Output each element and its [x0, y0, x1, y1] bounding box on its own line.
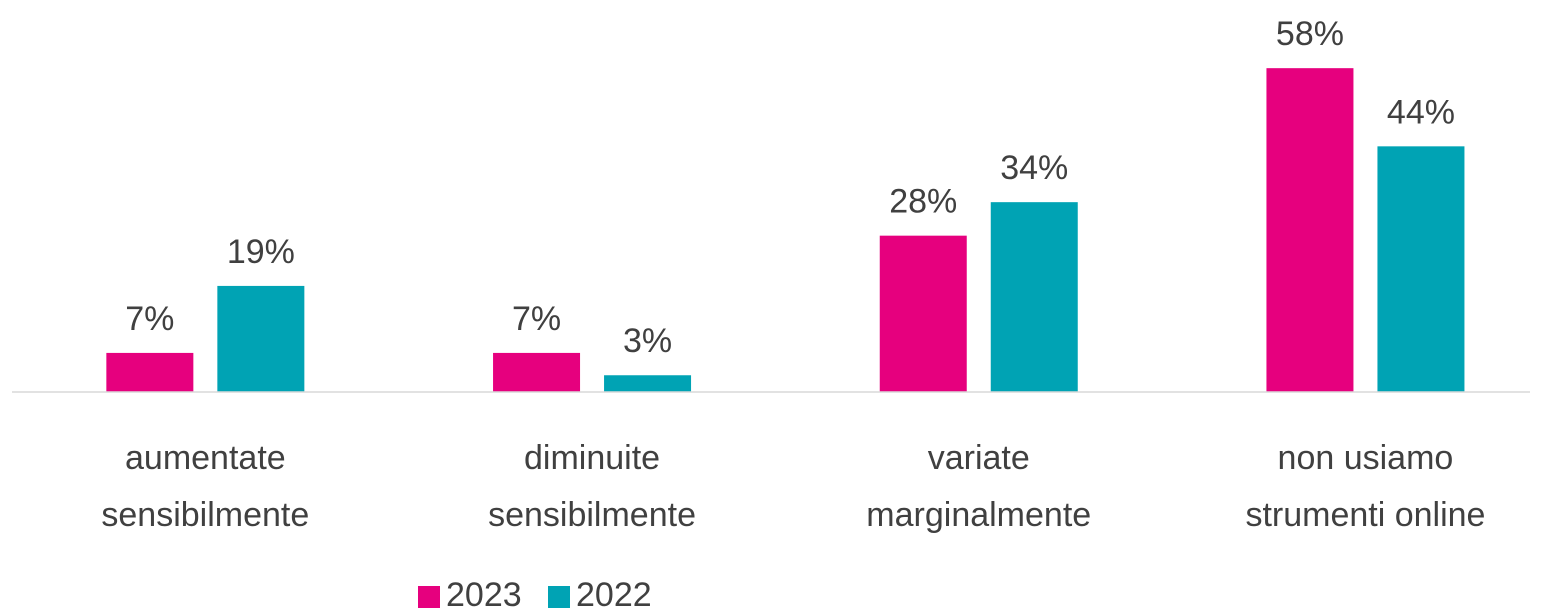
bar — [217, 285, 305, 392]
bar — [879, 235, 967, 392]
value-label: 3% — [623, 322, 672, 360]
value-label: 7% — [512, 300, 561, 338]
bar — [493, 352, 581, 392]
x-tick-label: diminuite — [524, 439, 660, 477]
value-label: 34% — [1000, 149, 1068, 187]
value-label: 7% — [125, 300, 174, 338]
x-tick-label: strumenti online — [1245, 496, 1485, 534]
value-label: 44% — [1387, 93, 1455, 131]
legend-swatch — [548, 586, 570, 608]
x-tick-label: non usiamo — [1278, 439, 1454, 477]
bar — [1266, 68, 1354, 393]
bar — [106, 352, 194, 392]
bar — [1377, 146, 1465, 392]
x-tick-label: variate — [928, 439, 1030, 477]
x-tick-label: sensibilmente — [488, 496, 696, 534]
bar — [604, 375, 692, 392]
x-tick-label: aumentate — [125, 439, 286, 477]
value-label: 28% — [889, 183, 957, 221]
legend-label: 2023 — [446, 576, 522, 610]
value-label: 58% — [1276, 15, 1344, 53]
bar — [990, 202, 1078, 392]
legend-swatch — [418, 586, 440, 608]
legend-label: 2022 — [576, 576, 652, 610]
x-tick-label: marginalmente — [866, 496, 1091, 534]
x-tick-label: sensibilmente — [101, 496, 309, 534]
value-label: 19% — [227, 233, 295, 271]
